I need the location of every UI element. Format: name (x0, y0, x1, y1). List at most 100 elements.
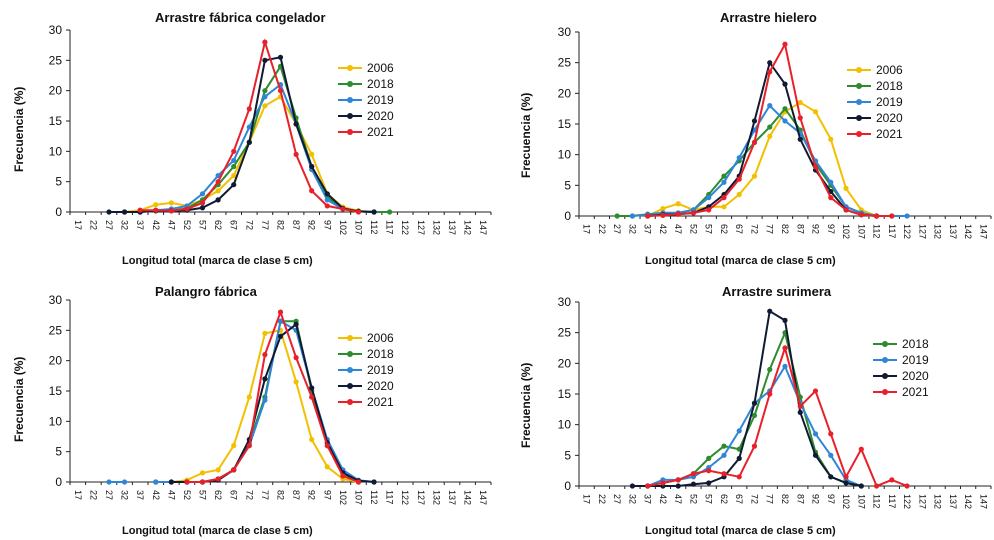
x-tick-label: 147 (478, 490, 488, 505)
legend-label: 2020 (367, 109, 394, 123)
data-point-2021 (355, 479, 362, 485)
x-tick-label: 22 (88, 220, 98, 230)
chart-panel-arrastre-fabrica-congelador: 0 5 10 15 20 25 30 17 22 27 32 37 42 47 52 57 62 67 72 77 82… (0, 0, 497, 270)
data-point-2019 (706, 195, 712, 201)
data-point-2021 (782, 41, 788, 47)
legend-label: 2018 (367, 347, 394, 361)
data-point-2020 (690, 481, 697, 487)
data-point-2021 (355, 209, 362, 215)
x-tick-label: 112 (369, 490, 379, 504)
data-point-2020 (767, 60, 773, 66)
data-point-2006 (262, 103, 268, 109)
x-tick-label: 47 (166, 490, 176, 500)
data-point-2020 (812, 452, 819, 458)
x-tick-label: 57 (704, 224, 714, 234)
x-tick-label: 82 (780, 494, 790, 504)
x-tick-label: 117 (887, 494, 897, 508)
legend-marker (882, 373, 888, 379)
data-point-2020 (371, 209, 377, 215)
legend-item-2018: 2018 (847, 78, 903, 94)
data-point-2020 (293, 321, 299, 327)
x-tick-label: 97 (826, 224, 836, 234)
data-point-2018 (706, 455, 712, 461)
legend-label: 2019 (902, 353, 929, 367)
data-point-2020 (706, 480, 712, 486)
x-tick-label: 137 (447, 490, 457, 505)
data-point-2020 (168, 479, 174, 485)
data-point-2021 (751, 139, 758, 145)
data-point-2020 (309, 163, 315, 170)
x-tick-label: 147 (978, 224, 988, 239)
legend-marker (347, 81, 353, 87)
x-tick-label: 52 (182, 220, 192, 230)
data-point-2020 (767, 308, 773, 314)
x-tick-label: 117 (887, 224, 897, 238)
x-tick-label: 72 (244, 490, 254, 500)
data-point-2021 (843, 474, 849, 480)
data-point-2021 (231, 148, 237, 154)
data-point-2021 (858, 212, 864, 218)
legend-item-2006: 2006 (338, 330, 394, 346)
legend-marker (347, 351, 353, 357)
data-point-2019 (199, 191, 206, 197)
data-point-2019 (277, 318, 284, 324)
x-tick-label: 127 (917, 224, 927, 239)
x-tick-label: 77 (765, 224, 775, 234)
data-point-2018 (721, 173, 727, 179)
legend-swatch (338, 113, 362, 119)
data-point-2021 (153, 207, 159, 213)
data-point-2006 (843, 185, 849, 191)
x-tick-label: 27 (612, 494, 622, 504)
data-point-2020 (231, 182, 237, 188)
legend-label: 2006 (876, 63, 903, 77)
y-tick-label: 25 (49, 323, 63, 337)
legend-item-2021: 2021 (338, 124, 394, 140)
y-tick-label: 30 (558, 295, 572, 309)
chart-legend: 2018 2019 2020 2021 (873, 336, 929, 400)
legend-marker (347, 367, 353, 373)
y-tick-label: 25 (558, 56, 572, 70)
x-tick-label: 42 (151, 220, 161, 230)
data-point-2021 (797, 403, 803, 409)
y-tick-label: 10 (558, 418, 572, 432)
x-tick-label: 142 (963, 494, 973, 509)
legend-marker (882, 389, 888, 395)
data-point-2020 (262, 57, 268, 63)
x-tick-label: 42 (658, 224, 668, 234)
data-point-2021 (309, 394, 315, 400)
x-tick-label: 82 (276, 490, 286, 500)
data-point-2020 (782, 317, 788, 323)
legend-marker (856, 115, 862, 121)
x-tick-label: 137 (948, 224, 958, 239)
x-tick-label: 137 (948, 494, 958, 509)
data-point-2021 (675, 477, 681, 483)
x-tick-label: 97 (826, 494, 836, 504)
y-tick-label: 15 (558, 387, 572, 401)
x-tick-label: 147 (978, 494, 988, 509)
chart-plot: 0 5 10 15 20 25 30 17 22 27 32 37 42 47 52 57 62 67 72 77 82… (49, 293, 492, 505)
data-point-2006 (168, 200, 174, 206)
data-point-2021 (889, 477, 895, 483)
legend-swatch (847, 67, 871, 73)
data-point-2006 (199, 470, 206, 476)
data-point-2006 (675, 201, 681, 207)
legend-swatch (847, 83, 871, 89)
data-point-2021 (293, 355, 299, 361)
data-point-2018 (614, 213, 620, 219)
series-line-2006 (155, 329, 359, 483)
y-axis-label: Frecuencia (%) (12, 86, 26, 172)
x-tick-label: 132 (431, 490, 441, 505)
data-point-2021 (812, 164, 819, 170)
x-tick-label: 17 (73, 220, 83, 230)
chart-panel-palangro-fabrica: 0 5 10 15 20 25 30 17 22 27 32 37 42 47 52 57 62 67 72 77 82… (0, 270, 497, 540)
x-tick-label: 132 (933, 494, 943, 509)
data-point-2018 (751, 412, 758, 419)
data-point-2006 (736, 191, 742, 198)
x-tick-label: 77 (765, 494, 775, 504)
legend-label: 2018 (367, 77, 394, 91)
data-point-2019 (262, 397, 268, 403)
data-point-2006 (309, 436, 315, 443)
data-point-2006 (231, 443, 237, 449)
x-tick-label: 62 (213, 490, 223, 500)
legend-marker (856, 67, 862, 73)
